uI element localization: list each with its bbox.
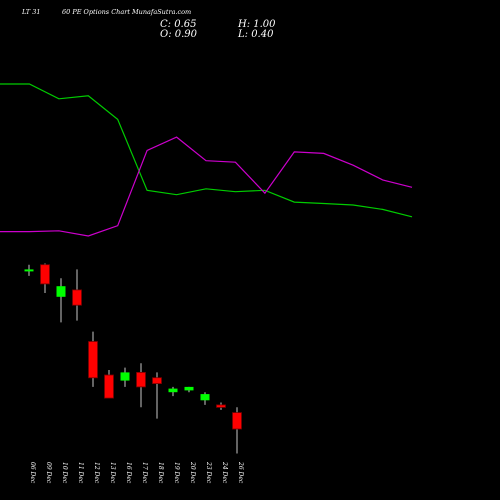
x-tick-label: 10 Dec bbox=[61, 462, 68, 484]
candle bbox=[72, 269, 82, 321]
candles bbox=[24, 263, 242, 454]
x-tick-label: 17 Dec bbox=[141, 462, 148, 484]
x-tick-label: 13 Dec bbox=[109, 462, 116, 484]
candle bbox=[216, 402, 226, 410]
candle bbox=[88, 331, 98, 387]
candle bbox=[184, 386, 194, 393]
indicator-line-1 bbox=[0, 83, 413, 218]
x-tick-label: 11 Dec bbox=[77, 462, 84, 484]
indicator-lines bbox=[0, 83, 413, 237]
open-label: O: 0.90 bbox=[160, 29, 198, 40]
x-tick-label: 18 Dec bbox=[157, 462, 164, 484]
candle-body bbox=[168, 388, 178, 393]
x-tick-label: 20 Dec bbox=[189, 461, 196, 484]
x-tick-label: 26 Dec bbox=[237, 461, 244, 484]
low-label: L: 0.40 bbox=[237, 29, 274, 40]
candle bbox=[120, 367, 130, 387]
x-tick-label: 23 Dec bbox=[205, 461, 212, 484]
chart-symbol: LT 31 bbox=[21, 8, 40, 16]
candle bbox=[152, 372, 162, 419]
candle bbox=[40, 263, 50, 293]
x-tick-label: 09 Dec bbox=[45, 462, 52, 484]
candle-body bbox=[40, 264, 50, 285]
candle bbox=[24, 264, 34, 276]
x-tick-label: 19 Dec bbox=[173, 462, 180, 484]
candle-body bbox=[216, 404, 226, 408]
x-tick-label: 12 Dec bbox=[93, 462, 100, 484]
candle bbox=[104, 370, 114, 399]
chart-title: 60 PE Options Chart MunafaSutra.com bbox=[62, 8, 191, 16]
candle-body bbox=[136, 371, 146, 388]
candle bbox=[232, 407, 242, 454]
candle-body bbox=[152, 377, 162, 385]
candle-body bbox=[120, 372, 130, 381]
candle-body bbox=[104, 374, 114, 399]
candle bbox=[56, 278, 66, 323]
candle-body bbox=[24, 269, 34, 272]
candle-body bbox=[72, 289, 82, 306]
x-axis-labels: 06 Dec 09 Dec 10 Dec 11 Dec 12 Dec 13 Dec 16 D… bbox=[29, 461, 244, 484]
x-tick-label: 16 Dec bbox=[125, 462, 132, 484]
candle bbox=[136, 363, 146, 408]
candle-body bbox=[232, 412, 242, 430]
candle-body bbox=[56, 286, 66, 297]
high-label: H: 1.00 bbox=[237, 19, 276, 30]
x-tick-label: 06 Dec bbox=[29, 462, 36, 484]
candle-body bbox=[184, 386, 194, 391]
close-label: C: 0.65 bbox=[160, 19, 196, 30]
indicator-line-2 bbox=[0, 136, 413, 237]
x-tick-label: 24 Dec bbox=[221, 461, 228, 484]
candle bbox=[168, 386, 178, 397]
candle-body bbox=[88, 341, 98, 379]
candle-body bbox=[200, 394, 210, 401]
candle bbox=[200, 392, 210, 405]
